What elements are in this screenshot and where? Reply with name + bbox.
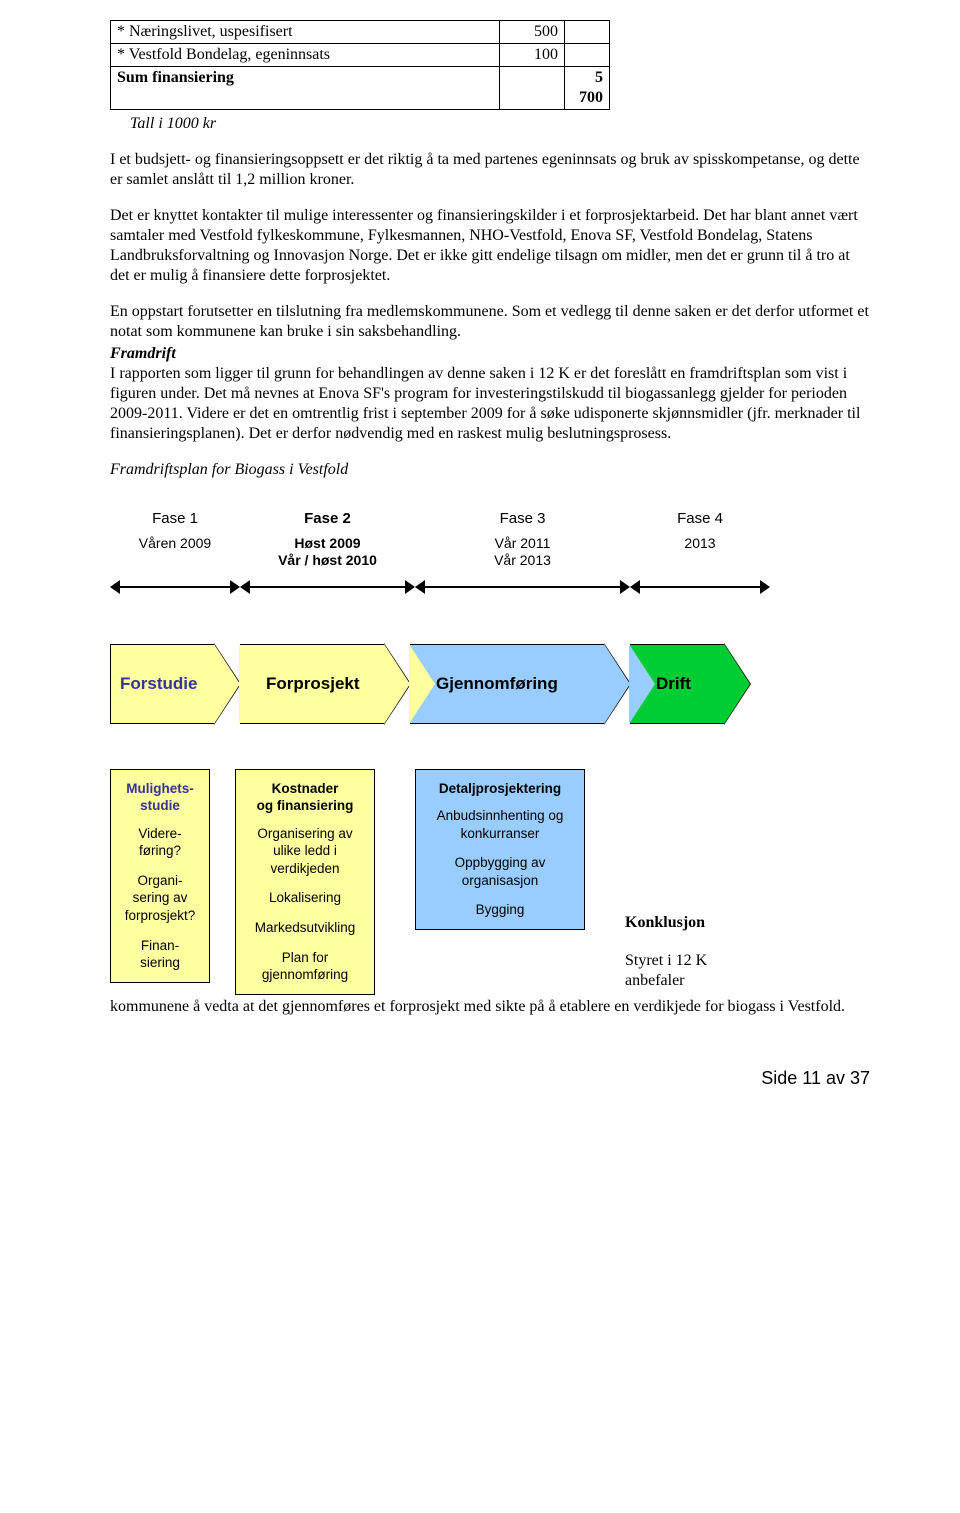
double-arrow-icon <box>630 580 770 594</box>
infobox-forprosjekt: Kostnaderog finansiering Organisering av… <box>235 769 375 995</box>
infobox-item: Organisering avulike ledd iverdikjeden <box>244 825 366 878</box>
double-arrow-icon <box>110 580 240 594</box>
row-label: * Næringslivet, uspesifisert <box>111 21 500 44</box>
infobox-row-wrap: Mulighets-studie Videre-føring? Organi-s… <box>110 724 870 995</box>
phase-sub: Våren 2009 <box>139 535 211 553</box>
framdrift-diagram: Fase 1 Våren 2009 Fase 2 Høst 2009Vår / … <box>110 510 870 995</box>
paragraph: Det er knyttet kontakter til mulige inte… <box>110 206 870 286</box>
phase-label: Fase 2 <box>304 510 351 529</box>
chevron-row: Forstudie Forprosjekt Gjennomføring Drif… <box>110 644 870 724</box>
konklusjon-heading: Konklusjon <box>625 913 707 933</box>
infobox-mulighetsstudie: Mulighets-studie Videre-føring? Organi-s… <box>110 769 210 983</box>
infobox-item: Oppbygging avorganisasjon <box>424 854 576 889</box>
chevron-gjennomforing: Gjennomføring <box>410 644 630 724</box>
table-sum-row: Sum finansiering 5 700 <box>111 67 610 110</box>
table-row: * Vestfold Bondelag, egeninnsats 100 <box>111 44 610 67</box>
row-spacer <box>565 21 610 44</box>
sum-label: Sum finansiering <box>111 67 500 110</box>
row-label: * Vestfold Bondelag, egeninnsats <box>111 44 500 67</box>
infobox-item: Anbudsinnhenting ogkonkurranser <box>424 807 576 842</box>
phase-col: Fase 4 2013 <box>630 510 770 570</box>
sum-empty <box>500 67 565 110</box>
paragraph: En oppstart forutsetter en tilslutning f… <box>110 302 870 342</box>
phase-label: Fase 4 <box>677 510 723 529</box>
phase-sub: Vår 2011Vår 2013 <box>494 535 551 570</box>
infobox-item: Lokalisering <box>244 889 366 907</box>
row-value: 500 <box>500 21 565 44</box>
chevron-label: Gjennomføring <box>410 673 558 694</box>
phase-label-row: Fase 1 Våren 2009 Fase 2 Høst 2009Vår / … <box>110 510 870 570</box>
infobox-item: Markedsutvikling <box>244 919 366 937</box>
infobox-item: Bygging <box>424 901 576 919</box>
chevron-label: Drift <box>630 673 691 694</box>
infobox-item: Finan-siering <box>119 937 201 972</box>
phase-label: Fase 3 <box>500 510 546 529</box>
konklusjon-lead: Styret i 12 Kanbefaler <box>625 951 707 991</box>
section-heading: Framdrift <box>110 344 870 364</box>
phase-col: Fase 3 Vår 2011Vår 2013 <box>415 510 630 570</box>
row-spacer <box>565 44 610 67</box>
chevron-forprosjekt: Forprosjekt <box>240 644 410 724</box>
infobox-header: Kostnaderog finansiering <box>244 780 366 815</box>
finance-table: * Næringslivet, uspesifisert 500 * Vestf… <box>110 20 610 110</box>
infobox-row: Mulighets-studie Videre-føring? Organi-s… <box>110 769 585 995</box>
arrow-row <box>110 580 870 594</box>
infobox-item: Videre-føring? <box>119 825 201 860</box>
phase-sub: 2013 <box>684 535 715 553</box>
phase-label: Fase 1 <box>152 510 198 529</box>
figure-caption: Framdriftsplan for Biogass i Vestfold <box>110 460 870 480</box>
double-arrow-icon <box>415 580 630 594</box>
chevron-label: Forstudie <box>110 673 197 694</box>
double-arrow-icon <box>240 580 415 594</box>
infobox-header: Mulighets-studie <box>119 780 201 815</box>
sum-value: 5 700 <box>565 67 610 110</box>
table-caption: Tall i 1000 kr <box>130 114 870 134</box>
konklusjon-tail: kommunene å vedta at det gjennomføres et… <box>110 997 870 1017</box>
phase-col: Fase 1 Våren 2009 <box>110 510 240 570</box>
infobox-gjennomforing: Detaljprosjektering Anbudsinnhenting ogk… <box>415 769 585 930</box>
phase-sub: Høst 2009Vår / høst 2010 <box>278 535 377 570</box>
paragraph: I rapporten som ligger til grunn for beh… <box>110 364 870 444</box>
chevron-drift: Drift <box>630 644 750 724</box>
paragraph: I et budsjett- og finansieringsoppsett e… <box>110 150 870 190</box>
chevron-label: Forprosjekt <box>240 673 360 694</box>
konklusjon-right: Konklusjon Styret i 12 Kanbefaler <box>625 913 707 995</box>
table-row: * Næringslivet, uspesifisert 500 <box>111 21 610 44</box>
row-value: 100 <box>500 44 565 67</box>
infobox-item: Plan forgjennomføring <box>244 949 366 984</box>
infobox-header: Detaljprosjektering <box>424 780 576 798</box>
page-footer: Side 11 av 37 <box>110 1067 870 1090</box>
infobox-item: Organi-sering avforprosjekt? <box>119 872 201 925</box>
chevron-forstudie: Forstudie <box>110 644 240 724</box>
phase-col: Fase 2 Høst 2009Vår / høst 2010 <box>240 510 415 570</box>
